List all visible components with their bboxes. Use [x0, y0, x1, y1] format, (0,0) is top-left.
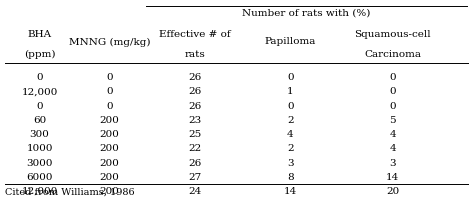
Text: 26: 26 — [189, 73, 202, 82]
Text: 20: 20 — [386, 187, 399, 196]
Text: 2: 2 — [287, 144, 294, 153]
Text: (ppm): (ppm) — [24, 50, 55, 59]
Text: 27: 27 — [189, 173, 202, 182]
Text: 4: 4 — [389, 130, 396, 139]
Text: 25: 25 — [189, 130, 202, 139]
Text: 14: 14 — [284, 187, 297, 196]
Text: Papilloma: Papilloma — [265, 37, 316, 47]
Text: rats: rats — [185, 50, 206, 59]
Text: 0: 0 — [36, 102, 43, 111]
Text: Cited from Williams, 1986: Cited from Williams, 1986 — [5, 188, 134, 197]
Text: 200: 200 — [100, 187, 119, 196]
Text: 24: 24 — [189, 187, 202, 196]
Text: 200: 200 — [100, 116, 119, 125]
Text: 8: 8 — [287, 173, 294, 182]
Text: 0: 0 — [106, 73, 112, 82]
Text: Carcinoma: Carcinoma — [364, 50, 421, 59]
Text: 6000: 6000 — [27, 173, 53, 182]
Text: 22: 22 — [189, 144, 202, 153]
Text: 0: 0 — [389, 73, 396, 82]
Text: 5: 5 — [389, 116, 396, 125]
Text: 0: 0 — [36, 73, 43, 82]
Text: 1: 1 — [287, 87, 294, 96]
Text: 0: 0 — [287, 73, 294, 82]
Text: BHA: BHA — [27, 30, 52, 39]
Text: 2: 2 — [287, 116, 294, 125]
Text: MNNG (mg/kg): MNNG (mg/kg) — [69, 37, 150, 47]
Text: Squamous-cell: Squamous-cell — [354, 30, 431, 39]
Text: Effective # of: Effective # of — [159, 30, 231, 39]
Text: 0: 0 — [389, 87, 396, 96]
Text: Number of rats with (%): Number of rats with (%) — [243, 9, 371, 18]
Text: 4: 4 — [287, 130, 294, 139]
Text: 200: 200 — [100, 173, 119, 182]
Text: 300: 300 — [30, 130, 49, 139]
Text: 26: 26 — [189, 87, 202, 96]
Text: 3000: 3000 — [27, 159, 53, 168]
Text: 0: 0 — [106, 87, 112, 96]
Text: 26: 26 — [189, 159, 202, 168]
Text: 12,000: 12,000 — [21, 187, 58, 196]
Text: 0: 0 — [106, 102, 112, 111]
Text: 4: 4 — [389, 144, 396, 153]
Text: 12,000: 12,000 — [21, 87, 58, 96]
Text: 14: 14 — [386, 173, 399, 182]
Text: 3: 3 — [389, 159, 396, 168]
Text: 23: 23 — [189, 116, 202, 125]
Text: 26: 26 — [189, 102, 202, 111]
Text: 1000: 1000 — [27, 144, 53, 153]
Text: 3: 3 — [287, 159, 294, 168]
Text: 200: 200 — [100, 159, 119, 168]
Text: 0: 0 — [389, 102, 396, 111]
Text: 200: 200 — [100, 144, 119, 153]
Text: 0: 0 — [287, 102, 294, 111]
Text: 60: 60 — [33, 116, 46, 125]
Text: 200: 200 — [100, 130, 119, 139]
